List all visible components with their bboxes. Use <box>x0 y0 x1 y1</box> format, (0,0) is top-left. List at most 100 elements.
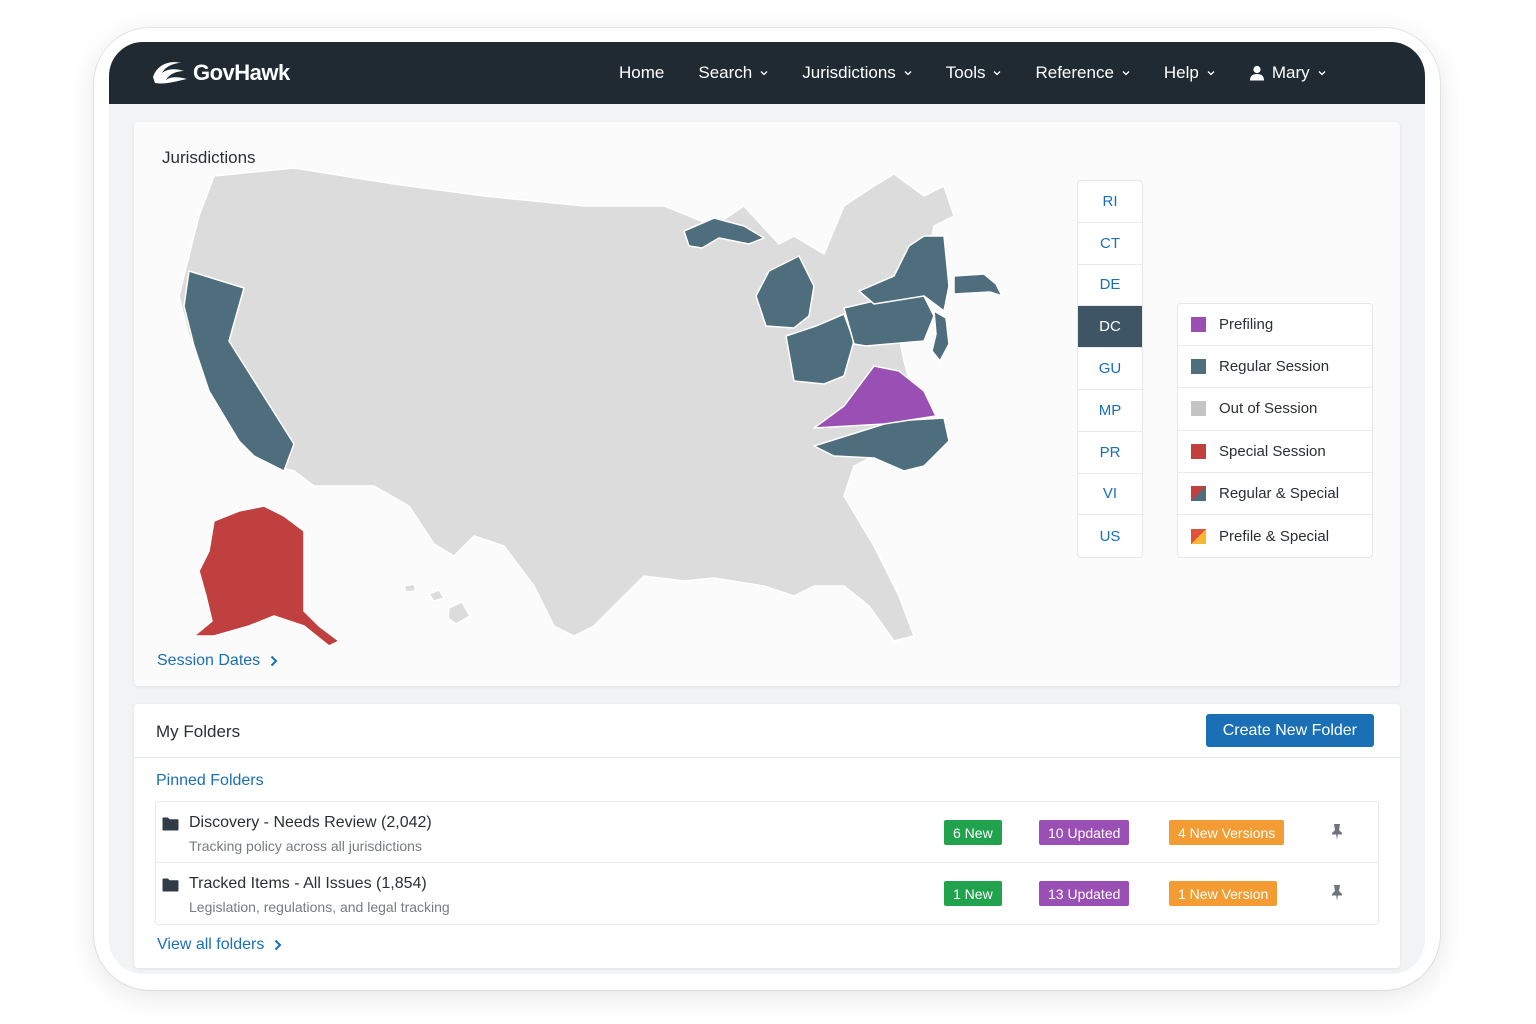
nav-home[interactable]: Home <box>619 63 664 83</box>
us-map-svg <box>178 167 1003 647</box>
legend-swatch <box>1191 401 1206 417</box>
jurisdictions-card: Jurisdictions Session Dates RI CT DE DC GU MP… <box>134 122 1400 686</box>
territory-dc[interactable]: DC <box>1078 306 1142 349</box>
legend-label: Out of Session <box>1219 400 1318 418</box>
nav-reference-label: Reference <box>1035 63 1114 82</box>
folders-card: My Folders Create New Folder Pinned Fold… <box>134 704 1400 968</box>
chevron-down-icon <box>760 71 768 76</box>
create-new-folder-button[interactable]: Create New Folder <box>1205 714 1374 747</box>
territory-de[interactable]: DE <box>1078 265 1142 307</box>
chevron-down-icon <box>904 71 912 76</box>
folder-name[interactable]: Discovery - Needs Review (2,042) <box>189 814 432 831</box>
main-nav: Home Search Jurisdictions Tools Referenc… <box>619 42 1360 104</box>
nav-user-menu[interactable]: Mary <box>1249 63 1326 83</box>
territory-mp[interactable]: MP <box>1078 390 1142 432</box>
user-icon <box>1249 65 1264 81</box>
legend-label: Prefile & Special <box>1219 527 1330 545</box>
pinned-folders-table: Discovery - Needs Review (2,042) Trackin… <box>155 801 1379 925</box>
nav-tools[interactable]: Tools <box>946 63 1002 83</box>
new-versions-badge[interactable]: 1 New Version <box>1169 881 1278 906</box>
state-hawaii-3[interactable] <box>447 601 471 625</box>
folder-icon <box>162 878 179 892</box>
new-badge[interactable]: 6 New <box>944 820 1002 845</box>
chevron-right-icon <box>275 939 282 951</box>
legend-label: Prefiling <box>1219 316 1274 334</box>
territory-pr[interactable]: PR <box>1078 432 1142 474</box>
updated-badge[interactable]: 10 Updated <box>1039 820 1130 845</box>
legend-swatch <box>1191 443 1206 459</box>
state-michigan-upper[interactable] <box>683 217 765 249</box>
folder-description: Tracking policy across all jurisdictions <box>189 838 422 854</box>
legend-label: Regular & Special <box>1219 484 1340 502</box>
chevron-down-icon <box>1318 71 1326 76</box>
legend-item: Prefiling <box>1178 304 1372 347</box>
view-all-folders-label: View all folders <box>157 936 265 953</box>
legend-item: Special Session <box>1178 431 1372 473</box>
updated-badge[interactable]: 13 Updated <box>1039 881 1130 906</box>
new-badge[interactable]: 1 New <box>944 881 1002 906</box>
state-virginia[interactable] <box>813 365 937 429</box>
legend-label: Special Session <box>1219 442 1326 460</box>
folder-row[interactable]: Discovery - Needs Review (2,042) Trackin… <box>156 802 1378 863</box>
legend-label: Regular Session <box>1219 358 1330 376</box>
legend-item: Prefile & Special <box>1178 515 1372 557</box>
session-dates-label: Session Dates <box>157 652 261 669</box>
nav-tools-label: Tools <box>945 63 986 82</box>
new-versions-badge[interactable]: 4 New Versions <box>1169 820 1285 845</box>
top-navbar: GovHawk Home Search Jurisdictions Tools … <box>109 42 1425 104</box>
territory-ct[interactable]: CT <box>1078 223 1142 265</box>
folder-row[interactable]: Tracked Items - All Issues (1,854) Legis… <box>156 863 1378 924</box>
legend-swatch <box>1191 317 1206 333</box>
govhawk-logo[interactable]: GovHawk <box>151 56 290 90</box>
state-ohio[interactable] <box>785 313 855 385</box>
state-hawaii-2[interactable] <box>428 589 445 602</box>
state-michigan[interactable] <box>755 255 815 329</box>
folder-icon <box>162 817 179 831</box>
legend-swatch <box>1191 359 1206 375</box>
hawk-logo-icon <box>153 62 187 84</box>
chevron-down-icon <box>1122 71 1130 76</box>
session-legend: Prefiling Regular Session Out of Session Sp… <box>1177 303 1373 559</box>
pin-icon[interactable] <box>1330 884 1344 902</box>
nav-jurisdictions-label: Jurisdictions <box>802 63 896 82</box>
pin-icon[interactable] <box>1330 823 1344 841</box>
state-alaska[interactable] <box>193 505 340 647</box>
folder-description: Legislation, regulations, and legal trac… <box>189 899 450 915</box>
territory-list: RI CT DE DC GU MP PR VI US <box>1077 180 1143 559</box>
territory-vi[interactable]: VI <box>1078 474 1142 516</box>
chevron-down-icon <box>994 71 1001 76</box>
state-massachusetts[interactable] <box>953 273 1003 297</box>
folders-header: My Folders Create New Folder <box>134 704 1400 758</box>
folders-title: My Folders <box>156 722 241 741</box>
jurisdictions-title: Jurisdictions <box>162 148 256 167</box>
legend-swatch <box>1191 528 1206 544</box>
folder-name[interactable]: Tracked Items - All Issues (1,854) <box>189 875 427 892</box>
state-hawaii-1[interactable] <box>403 583 417 593</box>
territory-us[interactable]: US <box>1099 527 1121 545</box>
territory-gu[interactable]: GU <box>1078 348 1142 390</box>
nav-help[interactable]: Help <box>1164 63 1215 83</box>
us-map <box>154 166 1034 666</box>
legend-item: Regular & Special <box>1178 473 1372 515</box>
legend-swatch <box>1191 485 1206 501</box>
view-all-folders-link[interactable]: View all folders <box>157 936 282 954</box>
logo-text: GovHawk <box>193 60 290 85</box>
state-new-york[interactable] <box>858 235 950 312</box>
pinned-folders-label: Pinned Folders <box>156 772 264 789</box>
state-california[interactable] <box>183 270 295 472</box>
legend-item: Out of Session <box>1178 388 1372 431</box>
chevron-right-icon <box>270 655 278 667</box>
state-new-jersey[interactable] <box>931 310 950 362</box>
nav-search-label: Search <box>698 63 753 82</box>
nav-help-label: Help <box>1163 63 1199 82</box>
nav-home-label: Home <box>619 63 665 82</box>
legend-item: Regular Session <box>1178 346 1372 389</box>
nav-reference[interactable]: Reference <box>1035 63 1130 83</box>
app-screen: GovHawk Home Search Jurisdictions Tools … <box>109 42 1425 974</box>
nav-search[interactable]: Search <box>698 63 768 83</box>
nav-user-label: Mary <box>1271 63 1310 82</box>
nav-jurisdictions[interactable]: Jurisdictions <box>802 63 912 83</box>
session-dates-link[interactable]: Session Dates <box>157 652 278 670</box>
territory-ri[interactable]: RI <box>1078 181 1142 223</box>
chevron-down-icon <box>1207 71 1215 76</box>
